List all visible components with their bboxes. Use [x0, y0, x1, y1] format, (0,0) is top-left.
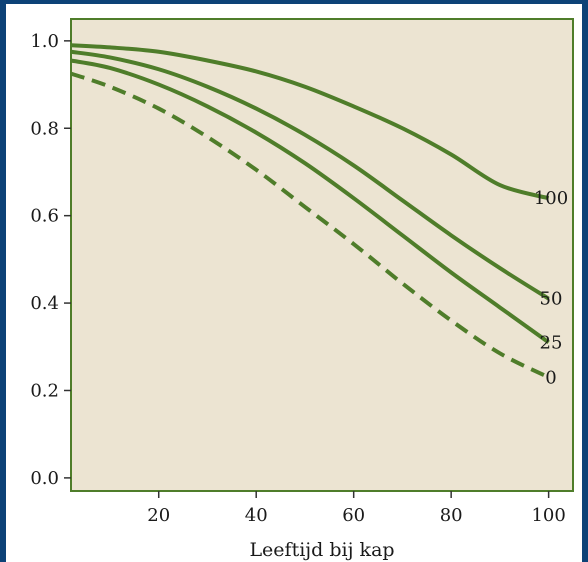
- line-chart: 0.00.20.40.60.81.0 20 40 60 80 100 10050250 …: [30, 18, 574, 561]
- x-axis-label: Leeftijd bij kap: [249, 539, 394, 561]
- y-axis: 0.0 0.2 0.4 0.6 0.8 1.0: [30, 31, 71, 489]
- series-line-50: [70, 49, 550, 301]
- y-tick-label: 0.0: [30, 468, 59, 489]
- x-tick-label: 80: [440, 505, 463, 526]
- series-line-100: [70, 43, 550, 201]
- series-label-100: 100: [534, 188, 568, 209]
- x-tick-label: 40: [245, 505, 268, 526]
- x-tick-label: 60: [342, 505, 365, 526]
- series-line-0: [70, 71, 550, 380]
- x-tick-label: 100: [531, 505, 565, 526]
- series-labels: 100 50 25 0: [534, 188, 568, 388]
- y-tick-label: 0.8: [30, 118, 59, 139]
- plot-area: [70, 18, 574, 492]
- chart-panel: 0.0 0.2 0.4 0.6 0.8 1.0 20 40 60 80 100 100 50 25 0 …: [6, 4, 582, 562]
- x-axis: 20 40 60 80 100: [147, 491, 566, 526]
- x-tick-label: 20: [147, 505, 170, 526]
- series-line-25: [70, 58, 550, 345]
- y-tick-label: 1.0: [30, 31, 59, 52]
- series-layer: [70, 43, 550, 380]
- y-tick-label: 0.4: [30, 293, 59, 314]
- series-label-25: 25: [540, 332, 563, 353]
- y-tick-label: 0.6: [30, 206, 59, 227]
- series-label-0: 0: [545, 367, 556, 388]
- y-tick-label: 0.2: [30, 380, 59, 401]
- series-label-50: 50: [540, 289, 563, 310]
